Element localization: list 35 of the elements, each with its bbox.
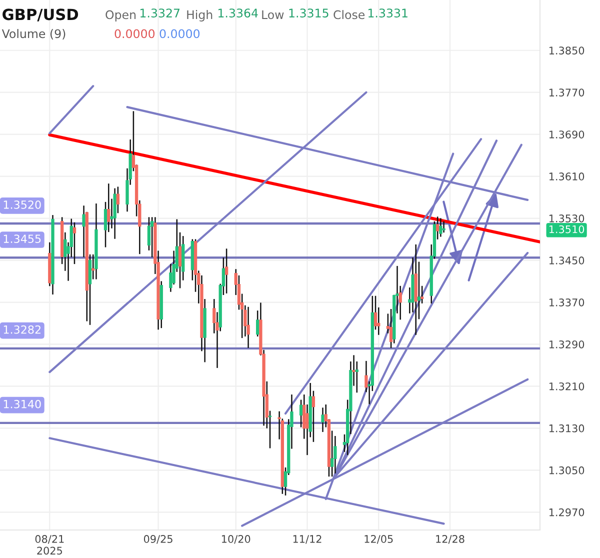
ref-line-label: 1.3520 xyxy=(4,200,41,209)
annotation: 1.3315 xyxy=(289,8,328,18)
x-tick-label: 12/28 xyxy=(436,535,464,544)
ref-line-label: 1.3455 xyxy=(4,234,41,243)
annotation: Volume (9) xyxy=(2,29,66,40)
y-tick-label: 1.3130 xyxy=(549,424,584,432)
y-tick-label: 1.3530 xyxy=(549,214,584,222)
y-tick-label: 1.3370 xyxy=(549,298,584,306)
y-tick-label: 1.3450 xyxy=(549,256,584,264)
x-tick-label: 11/12 xyxy=(293,535,322,544)
annotation: Low xyxy=(262,10,284,20)
annotation: 0.0000 xyxy=(114,29,155,38)
x-tick-label: 10/20 xyxy=(222,535,250,544)
y-tick-label: 1.3050 xyxy=(549,466,584,474)
annotation: 1.3327 xyxy=(140,8,180,18)
x-tick-label: 08/21 2025 xyxy=(35,535,64,555)
x-tick-label: 12/05 xyxy=(364,535,393,544)
annotation: 1.3331 xyxy=(368,8,408,18)
annotation: High xyxy=(187,10,212,22)
annotation: Close xyxy=(334,10,365,20)
y-tick-label: 1.3210 xyxy=(549,382,584,390)
ref-line-label: 1.3282 xyxy=(4,325,40,334)
y-tick-label: 1.3850 xyxy=(549,46,584,54)
text: 1.3510 xyxy=(549,225,584,234)
y-tick-label: 1.2970 xyxy=(549,508,584,516)
annotation: 1.3364 xyxy=(218,8,258,18)
y-tick-label: 1.3690 xyxy=(549,130,584,138)
y-tick-label: 1.3610 xyxy=(549,172,584,180)
y-tick-label: 1.3290 xyxy=(549,340,584,348)
annotation: 0.0000 xyxy=(160,29,200,38)
y-tick-label: 1.3770 xyxy=(549,88,584,96)
x-tick-label: 09/25 xyxy=(144,535,172,544)
annotation: GBP/USD xyxy=(2,8,78,22)
annotation: Open xyxy=(106,10,136,22)
ref-line-label: 1.3140 xyxy=(4,400,41,408)
